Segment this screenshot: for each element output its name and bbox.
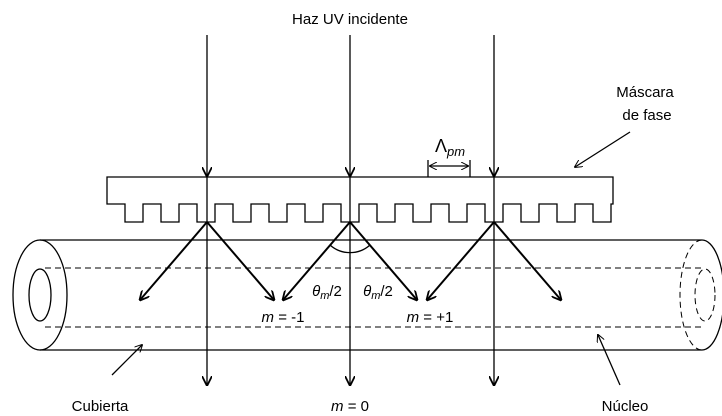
cladding-label: Cubierta <box>72 398 129 415</box>
fiber <box>12 239 722 351</box>
angle-label: θm/2 <box>363 283 393 302</box>
order-label: m = -1 <box>262 309 305 326</box>
pointer <box>598 335 621 386</box>
mask-label: Máscara <box>616 84 674 101</box>
order-label: m = +1 <box>407 309 454 326</box>
pointer <box>575 131 631 167</box>
period-label: Λpm <box>435 136 465 159</box>
pointer <box>111 345 142 376</box>
incident-beams <box>207 35 494 385</box>
angle-label: θm/2 <box>312 283 342 302</box>
phase-mask <box>106 176 614 223</box>
title: Haz UV incidente <box>292 11 408 28</box>
diffracted-beams <box>140 221 561 300</box>
core-label: Núcleo <box>602 398 649 415</box>
mask-label: de fase <box>622 107 671 124</box>
order-label: m = 0 <box>331 398 369 415</box>
